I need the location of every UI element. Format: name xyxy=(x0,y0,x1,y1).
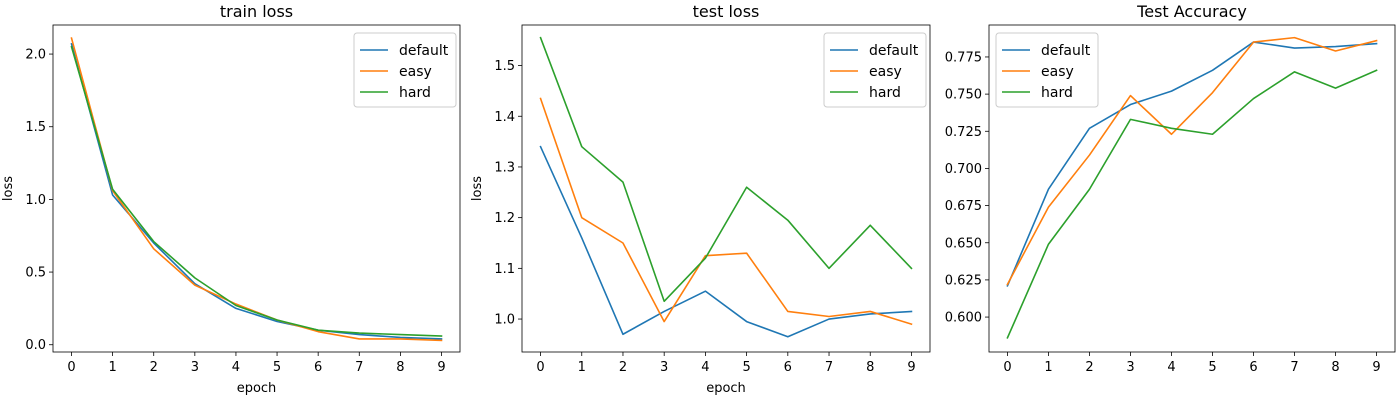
x-tick-label: 4 xyxy=(1167,360,1175,375)
series-line-hard xyxy=(70,45,443,337)
x-tick-label: 1 xyxy=(578,360,586,375)
y-tick-label: 0.5 xyxy=(25,266,46,281)
y-axis-label: loss xyxy=(1,176,16,201)
x-tick-label: 3 xyxy=(191,360,199,375)
legend-label-hard: hard xyxy=(1041,85,1073,101)
x-tick-label: 8 xyxy=(866,360,874,375)
x-tick-label: 4 xyxy=(232,360,240,375)
legend-label-easy: easy xyxy=(869,64,902,80)
x-tick-label: 6 xyxy=(1249,360,1257,375)
chart-3: 0 1 2 3 4 5 6 7 8 9 0.600 0.625 0.650 0.675 0.700 0.725… xyxy=(945,2,1396,375)
series-line-default xyxy=(539,145,913,338)
y-tick-label: 0.675 xyxy=(945,199,982,214)
legend: default easy hard xyxy=(995,32,1099,108)
x-axis-label: epoch xyxy=(706,381,746,396)
chart-title: train loss xyxy=(220,2,293,21)
x-tick-label: 7 xyxy=(355,360,363,375)
legend-label-default: default xyxy=(869,43,919,59)
legend-label-default: default xyxy=(399,43,449,59)
chart-1: 0 1 2 3 4 5 6 7 8 9 0.0 0.5 1.0 1.5 2.0 train loss epoch… xyxy=(1,2,461,396)
legend-label-default: default xyxy=(1041,43,1091,59)
x-tick-label: 0 xyxy=(536,360,544,375)
y-tick-label: 1.5 xyxy=(494,59,515,74)
y-tick-label: 0.650 xyxy=(945,236,982,251)
legend-box xyxy=(823,32,927,108)
x-tick-label: 6 xyxy=(314,360,322,375)
y-tick-label: 0.725 xyxy=(945,125,982,140)
x-tick-label: 2 xyxy=(150,360,158,375)
x-tick-label: 7 xyxy=(825,360,833,375)
y-tick-label: 1.1 xyxy=(494,262,515,277)
y-tick-label: 2.0 xyxy=(25,48,46,63)
x-tick-label: 9 xyxy=(1372,360,1380,375)
x-tick-label: 1 xyxy=(108,360,116,375)
y-tick-label: 0.750 xyxy=(945,88,982,103)
y-tick-label: 1.3 xyxy=(494,160,515,175)
x-axis-label: epoch xyxy=(237,381,277,396)
legend-box xyxy=(353,32,457,108)
legend-label-easy: easy xyxy=(1041,64,1074,80)
x-tick-label: 2 xyxy=(1085,360,1093,375)
x-tick-label: 4 xyxy=(701,360,709,375)
x-tick-label: 2 xyxy=(619,360,627,375)
y-tick-label: 1.2 xyxy=(494,211,515,226)
chart-2: 0 1 2 3 4 5 6 7 8 9 1.0 1.1 1.2 1.3 1.4 1.5 test loss epo… xyxy=(470,2,931,396)
x-tick-label: 8 xyxy=(396,360,404,375)
x-tick-label: 5 xyxy=(742,360,750,375)
x-tick-label: 3 xyxy=(660,360,668,375)
y-tick-label: 0.625 xyxy=(945,273,982,288)
y-tick-label: 0.775 xyxy=(945,50,982,65)
legend-label-hard: hard xyxy=(869,85,901,101)
y-tick-label: 1.0 xyxy=(494,313,515,328)
series-line-easy xyxy=(539,97,913,326)
y-tick-label: 1.5 xyxy=(25,120,46,135)
x-tick-label: 7 xyxy=(1290,360,1298,375)
x-tick-label: 9 xyxy=(907,360,915,375)
legend: default easy hard xyxy=(823,32,927,108)
series-line-hard xyxy=(539,36,913,303)
x-tick-label: 6 xyxy=(784,360,792,375)
x-tick-label: 5 xyxy=(1208,360,1216,375)
y-axis-label: loss xyxy=(470,176,485,201)
series-line-easy xyxy=(1006,36,1378,286)
legend-box xyxy=(995,32,1099,108)
x-tick-label: 5 xyxy=(273,360,281,375)
x-tick-label: 8 xyxy=(1331,360,1339,375)
y-tick-label: 1.4 xyxy=(494,110,515,125)
legend-label-easy: easy xyxy=(399,64,432,80)
y-tick-label: 0.0 xyxy=(25,338,46,353)
legend-label-hard: hard xyxy=(399,85,431,101)
y-tick-label: 1.0 xyxy=(25,193,46,208)
legend: default easy hard xyxy=(353,32,457,108)
series-line-hard xyxy=(1006,69,1378,339)
x-tick-label: 0 xyxy=(67,360,75,375)
series-line-default xyxy=(1006,41,1378,287)
chart-title: test loss xyxy=(693,2,760,21)
x-tick-label: 0 xyxy=(1003,360,1011,375)
y-tick-label: 0.600 xyxy=(945,311,982,326)
x-tick-label: 3 xyxy=(1126,360,1134,375)
x-tick-label: 9 xyxy=(437,360,445,375)
y-tick-label: 0.700 xyxy=(945,162,982,177)
chart-title: Test Accuracy xyxy=(1136,2,1247,21)
x-tick-label: 1 xyxy=(1044,360,1052,375)
